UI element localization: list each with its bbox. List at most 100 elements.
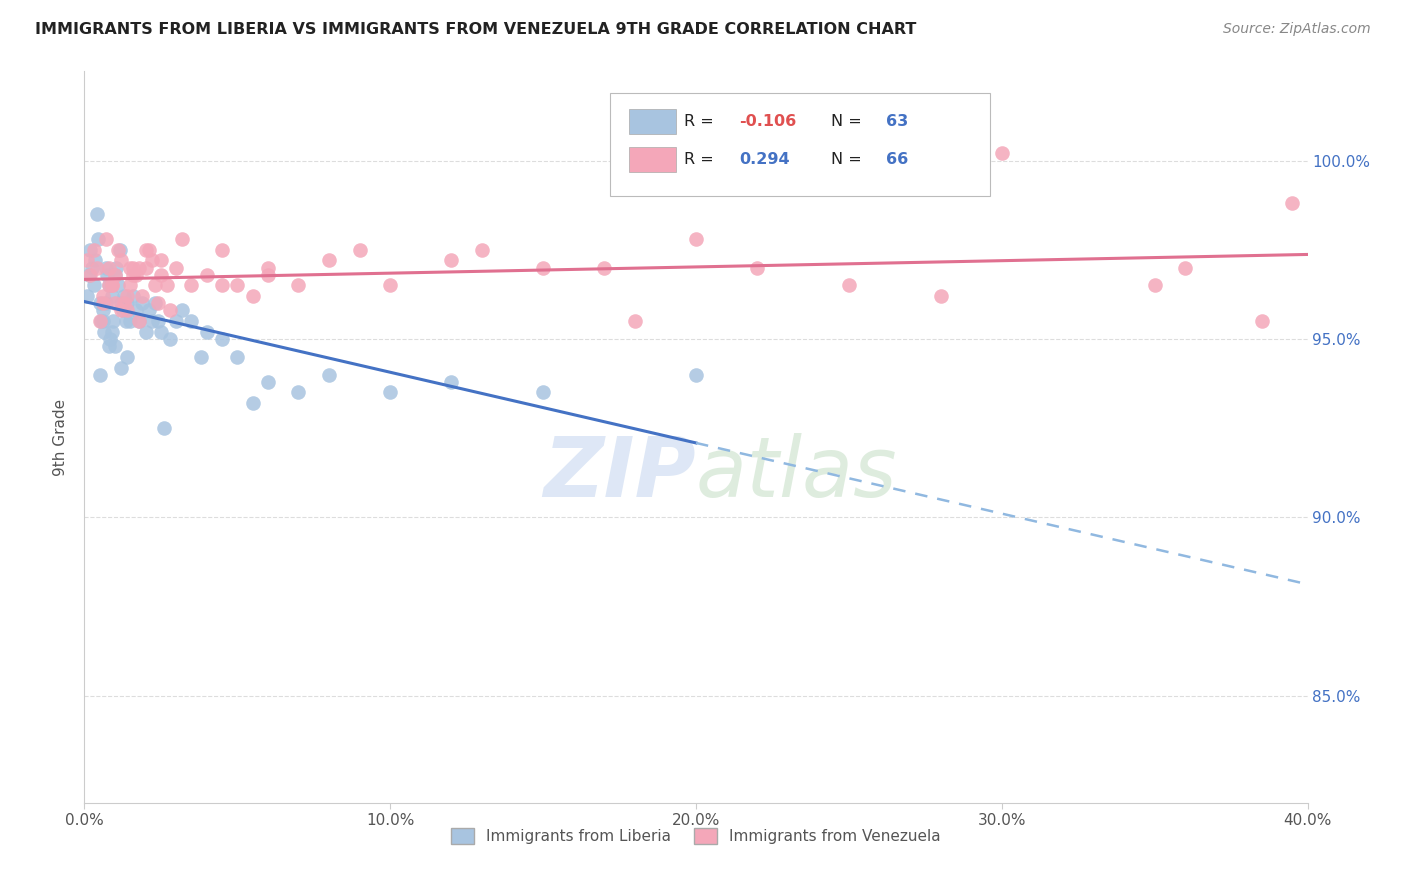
Point — [226, 350, 249, 364]
Point — [104, 296, 127, 310]
Text: ZIP: ZIP — [543, 434, 696, 514]
Point — [79, 243, 101, 257]
Point — [143, 296, 166, 310]
Point — [103, 314, 125, 328]
Point — [107, 278, 129, 293]
Point — [141, 253, 163, 268]
Point — [149, 268, 172, 282]
Point — [190, 350, 212, 364]
Point — [172, 232, 194, 246]
Point — [318, 253, 340, 268]
Point — [122, 289, 145, 303]
Point — [115, 303, 138, 318]
Point — [120, 260, 142, 275]
Point — [685, 232, 707, 246]
Point — [146, 296, 169, 310]
Text: -0.106: -0.106 — [738, 113, 796, 128]
Point — [195, 325, 218, 339]
Point — [242, 396, 264, 410]
Point — [211, 243, 233, 257]
Point — [135, 243, 157, 257]
Point — [110, 303, 132, 318]
Point — [86, 260, 108, 275]
Point — [89, 368, 111, 382]
FancyBboxPatch shape — [628, 110, 676, 135]
Point — [84, 253, 107, 268]
Text: 63: 63 — [886, 113, 908, 128]
Point — [80, 260, 103, 275]
Point — [131, 296, 153, 310]
Point — [79, 268, 101, 282]
Y-axis label: 9th Grade: 9th Grade — [53, 399, 69, 475]
Point — [685, 368, 707, 382]
Point — [128, 314, 150, 328]
Point — [94, 232, 117, 246]
Point — [101, 278, 124, 293]
Point — [104, 339, 127, 353]
Point — [138, 303, 160, 318]
Point — [211, 332, 233, 346]
Point — [1250, 314, 1272, 328]
Point — [110, 360, 132, 375]
Point — [97, 278, 120, 293]
Point — [624, 314, 647, 328]
Point — [115, 350, 138, 364]
Text: 0.294: 0.294 — [738, 152, 789, 167]
Point — [440, 375, 463, 389]
Point — [77, 268, 100, 282]
Point — [153, 421, 176, 435]
Point — [97, 278, 120, 293]
Text: Source: ZipAtlas.com: Source: ZipAtlas.com — [1223, 22, 1371, 37]
Point — [91, 296, 114, 310]
Point — [159, 303, 181, 318]
Point — [122, 268, 145, 282]
Legend: Immigrants from Liberia, Immigrants from Venezuela: Immigrants from Liberia, Immigrants from… — [444, 822, 948, 850]
Point — [929, 289, 952, 303]
Point — [318, 368, 340, 382]
Point — [87, 232, 110, 246]
Point — [172, 303, 194, 318]
Point — [380, 385, 402, 400]
Point — [112, 296, 135, 310]
Point — [76, 289, 98, 303]
Point — [149, 325, 172, 339]
Point — [94, 260, 117, 275]
Point — [1174, 260, 1197, 275]
Point — [110, 296, 132, 310]
Point — [105, 260, 128, 275]
Point — [128, 314, 150, 328]
Point — [1143, 278, 1166, 293]
Point — [471, 243, 494, 257]
Point — [131, 289, 153, 303]
Point — [211, 278, 233, 293]
Text: IMMIGRANTS FROM LIBERIA VS IMMIGRANTS FROM VENEZUELA 9TH GRADE CORRELATION CHART: IMMIGRANTS FROM LIBERIA VS IMMIGRANTS FR… — [35, 22, 917, 37]
Point — [96, 268, 118, 282]
Text: atlas: atlas — [696, 434, 897, 514]
Point — [83, 278, 105, 293]
Point — [380, 278, 402, 293]
Point — [120, 278, 142, 293]
Point — [838, 278, 860, 293]
Point — [440, 253, 463, 268]
Point — [89, 314, 111, 328]
Point — [180, 278, 202, 293]
Text: R =: R = — [683, 113, 718, 128]
Point — [226, 278, 249, 293]
Point — [104, 268, 127, 282]
Point — [111, 303, 134, 318]
Point — [138, 243, 160, 257]
Point — [135, 325, 157, 339]
Text: 66: 66 — [886, 152, 908, 167]
Point — [115, 296, 138, 310]
Point — [97, 339, 120, 353]
Point — [165, 260, 187, 275]
Point — [593, 260, 616, 275]
Point — [104, 268, 127, 282]
Point — [114, 314, 136, 328]
Point — [83, 243, 105, 257]
Point — [120, 314, 142, 328]
Point — [110, 253, 132, 268]
Point — [135, 260, 157, 275]
Point — [257, 260, 280, 275]
Point — [180, 314, 202, 328]
